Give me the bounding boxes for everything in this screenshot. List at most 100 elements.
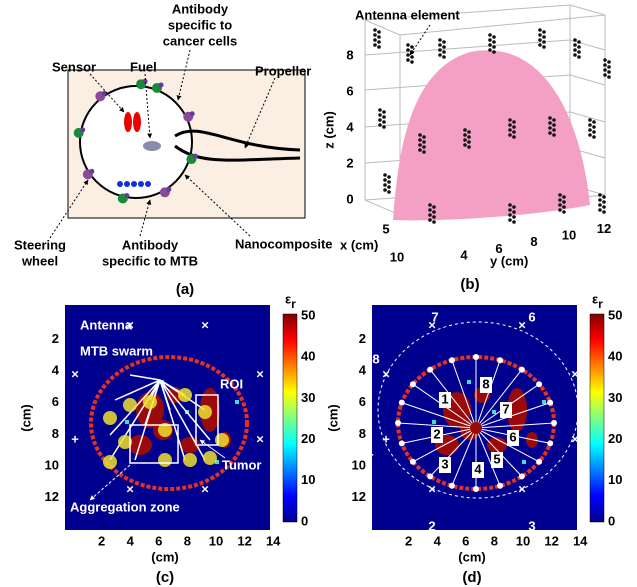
y-tick-label: 4 bbox=[52, 363, 60, 378]
noise bbox=[467, 380, 471, 384]
dot bbox=[588, 133, 592, 137]
x-tick-label: 8 bbox=[491, 533, 498, 548]
colorbar-tick-label: 30 bbox=[608, 390, 622, 405]
label: Propeller bbox=[255, 63, 311, 78]
dot bbox=[382, 110, 386, 114]
dot bbox=[373, 43, 377, 47]
dot bbox=[418, 143, 422, 147]
label-line: wheel bbox=[21, 253, 58, 268]
dot bbox=[488, 43, 492, 47]
dot bbox=[373, 33, 377, 37]
x-axis-label: (cm) bbox=[151, 549, 178, 564]
dot bbox=[432, 220, 436, 224]
nanorobot bbox=[399, 440, 405, 446]
dot bbox=[382, 120, 386, 124]
colorbar-tick-label: 50 bbox=[301, 307, 315, 322]
dot bbox=[387, 175, 391, 179]
dot bbox=[508, 133, 512, 137]
antibody-tip bbox=[80, 127, 85, 132]
antenna-number: 5 bbox=[581, 349, 588, 364]
label-line: cancer cells bbox=[163, 33, 237, 48]
colorbar-label: εr bbox=[285, 291, 296, 311]
dot bbox=[492, 45, 496, 49]
dot bbox=[588, 128, 592, 132]
nanorobot-body bbox=[80, 86, 192, 198]
nanorobot bbox=[551, 420, 557, 426]
dot bbox=[512, 220, 516, 224]
label-line: Steering bbox=[14, 237, 66, 252]
dot bbox=[542, 40, 546, 44]
axis-label: z (cm) bbox=[321, 111, 336, 149]
dot bbox=[383, 188, 387, 192]
label-line: Antibody bbox=[172, 1, 229, 16]
y-axis-label: (cm) bbox=[18, 404, 33, 431]
label-line: Antibody bbox=[122, 237, 179, 252]
annotation: MTB swarm bbox=[80, 343, 153, 358]
colorbar-label: εr bbox=[592, 291, 603, 311]
label: Fuel bbox=[130, 59, 157, 74]
nanorobot bbox=[183, 453, 197, 467]
antenna-marker: × bbox=[571, 366, 579, 381]
dot bbox=[542, 45, 546, 49]
dot bbox=[406, 48, 410, 52]
dot bbox=[573, 48, 577, 52]
label: Nanocomposite bbox=[235, 236, 333, 251]
dot bbox=[442, 45, 446, 49]
dot bbox=[552, 118, 556, 122]
dot bbox=[512, 125, 516, 129]
nanorobot bbox=[519, 367, 525, 373]
dot bbox=[422, 135, 426, 139]
y-tick-label: 10 bbox=[562, 228, 576, 243]
caption: (c) bbox=[156, 569, 174, 586]
y-tick-label: 10 bbox=[352, 457, 366, 472]
dot bbox=[603, 58, 607, 62]
noise bbox=[542, 400, 546, 404]
label: Sensor bbox=[52, 59, 96, 74]
panel-b: Antenna element z (cm) x (cm) y (cm) 024… bbox=[321, 5, 611, 293]
dot bbox=[438, 53, 442, 57]
dot bbox=[512, 215, 516, 219]
dot bbox=[406, 53, 410, 57]
antenna-number: 1 bbox=[366, 443, 373, 458]
dot bbox=[542, 35, 546, 39]
x-tick-label: 12 bbox=[544, 533, 558, 548]
antibody-tip bbox=[166, 187, 171, 192]
dot bbox=[442, 40, 446, 44]
dot bbox=[418, 148, 422, 152]
dot bbox=[552, 128, 556, 132]
dot bbox=[428, 213, 432, 217]
dot bbox=[538, 28, 542, 32]
noise bbox=[492, 410, 496, 414]
dot bbox=[598, 198, 602, 202]
dot bbox=[577, 55, 581, 59]
caption: (b) bbox=[460, 276, 479, 293]
dot bbox=[552, 133, 556, 137]
x-tick-label: 14 bbox=[573, 533, 588, 548]
x-tick-label: 4 bbox=[127, 533, 135, 548]
dot bbox=[602, 200, 606, 204]
noise bbox=[522, 460, 526, 464]
annotation: Antenna bbox=[80, 317, 133, 332]
colorbar bbox=[590, 314, 604, 522]
dot bbox=[552, 123, 556, 127]
x-tick-label: 14 bbox=[266, 533, 281, 548]
y-tick-label: 12 bbox=[45, 489, 59, 504]
antenna-marker: × bbox=[256, 366, 264, 381]
z-tick-label: 8 bbox=[346, 47, 353, 62]
dot bbox=[373, 38, 377, 42]
dot bbox=[387, 185, 391, 189]
dot bbox=[607, 70, 611, 74]
antibody-tip bbox=[89, 169, 94, 174]
dot bbox=[378, 108, 382, 112]
dot bbox=[410, 45, 414, 49]
dot bbox=[508, 118, 512, 122]
dot bbox=[467, 135, 471, 139]
dot bbox=[607, 75, 611, 79]
colorbar-tick-label: 0 bbox=[608, 513, 615, 528]
dot bbox=[562, 200, 566, 204]
dot bbox=[603, 63, 607, 67]
antenna-number: 7 bbox=[431, 309, 438, 324]
dot bbox=[512, 135, 516, 139]
dot bbox=[406, 58, 410, 62]
antenna-marker: + bbox=[71, 431, 79, 446]
